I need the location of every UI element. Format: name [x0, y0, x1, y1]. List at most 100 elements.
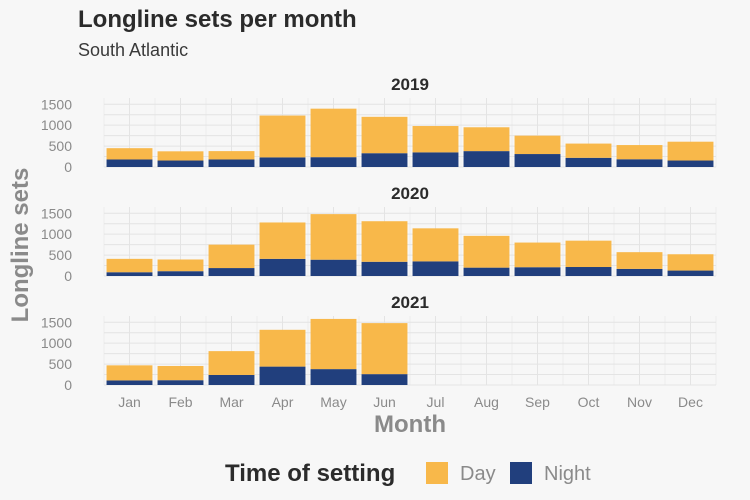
bar-day-mar-2020 — [208, 244, 255, 269]
bar-night-apr-2020 — [259, 258, 306, 276]
bar-day-jun-2020 — [361, 221, 408, 262]
bar-night-jul-2020 — [412, 261, 459, 276]
legend-label-night: Night — [544, 463, 591, 485]
bar-night-oct-2019 — [565, 157, 612, 167]
bar-day-aug-2020 — [463, 235, 510, 268]
legend-swatch-day — [426, 462, 448, 484]
legend-title: Time of setting — [225, 460, 395, 487]
x-tick-label-may: May — [320, 394, 346, 410]
x-tick-label-feb: Feb — [168, 394, 192, 410]
y-tick-label: 500 — [49, 356, 73, 372]
bar-night-jun-2021 — [361, 374, 408, 385]
y-tick-label: 0 — [64, 377, 72, 393]
bar-night-may-2021 — [310, 369, 357, 385]
bar-day-oct-2019 — [565, 143, 612, 158]
y-tick-label: 0 — [64, 268, 72, 284]
bar-day-nov-2020 — [616, 252, 663, 269]
bar-night-jan-2020 — [106, 272, 153, 276]
bar-night-jun-2019 — [361, 153, 408, 167]
bar-night-mar-2019 — [208, 159, 255, 167]
facet-title-2020: 2020 — [391, 184, 429, 203]
bar-night-sep-2020 — [514, 267, 561, 276]
y-tick-label: 1500 — [41, 205, 72, 221]
y-tick-label: 500 — [49, 247, 73, 263]
bar-day-feb-2020 — [157, 259, 204, 272]
bar-day-apr-2021 — [259, 329, 306, 367]
facet-2021: 2021 0 500 1000 1500 — [41, 293, 717, 393]
x-tick-label-jan: Jan — [118, 394, 141, 410]
bar-night-feb-2021 — [157, 380, 204, 385]
bar-night-dec-2019 — [667, 160, 714, 167]
y-axis-title: Longline sets — [7, 168, 34, 323]
bar-day-oct-2020 — [565, 240, 612, 268]
y-tick-label: 1500 — [41, 314, 72, 330]
bar-day-jan-2021 — [106, 365, 153, 381]
y-tick-label: 0 — [64, 159, 72, 175]
bar-day-nov-2019 — [616, 145, 663, 160]
legend-label-day: Day — [460, 463, 496, 485]
x-tick-label-jul: Jul — [427, 394, 445, 410]
chart-subtitle: South Atlantic — [78, 40, 188, 60]
bar-day-feb-2021 — [157, 365, 204, 381]
y-tick-label: 1500 — [41, 96, 72, 112]
x-tick-label-aug: Aug — [474, 394, 499, 410]
bar-day-jun-2021 — [361, 323, 408, 375]
y-tick-label: 1000 — [41, 335, 72, 351]
bar-day-dec-2020 — [667, 254, 714, 271]
bar-night-jul-2019 — [412, 152, 459, 167]
bar-night-sep-2019 — [514, 154, 561, 167]
bar-night-aug-2019 — [463, 151, 510, 167]
bar-day-may-2020 — [310, 214, 357, 260]
bar-day-apr-2019 — [259, 115, 306, 158]
bar-night-nov-2020 — [616, 268, 663, 276]
facet-title-2021: 2021 — [391, 293, 429, 312]
facet-2020: 2020 0 500 1000 1500 — [41, 184, 717, 284]
bar-day-jan-2019 — [106, 148, 153, 160]
bar-night-jan-2019 — [106, 159, 153, 167]
facet-title-2019: 2019 — [391, 75, 429, 94]
bar-day-jun-2019 — [361, 116, 408, 154]
bar-day-mar-2019 — [208, 151, 255, 160]
y-tick-label: 500 — [49, 138, 73, 154]
facet-panels: 2019 0 500 1000 1500 2020 0 500 1000 1500 2021 0 500… — [41, 75, 717, 393]
bar-night-may-2020 — [310, 259, 357, 276]
bar-day-may-2021 — [310, 318, 357, 370]
bar-day-dec-2019 — [667, 141, 714, 161]
x-tick-label-sep: Sep — [525, 394, 550, 410]
bar-day-apr-2020 — [259, 222, 306, 259]
bar-night-mar-2020 — [208, 268, 255, 276]
bar-day-sep-2020 — [514, 242, 561, 268]
bar-night-apr-2021 — [259, 366, 306, 385]
x-axis-title: Month — [374, 411, 446, 438]
bar-day-jul-2020 — [412, 228, 459, 262]
bar-day-may-2019 — [310, 108, 357, 158]
facet-2019: 2019 0 500 1000 1500 — [41, 75, 717, 175]
legend: Time of setting Day Night — [225, 460, 591, 487]
y-tick-label: 1000 — [41, 117, 72, 133]
bar-night-apr-2019 — [259, 157, 306, 167]
bar-day-mar-2021 — [208, 351, 255, 375]
x-tick-label-mar: Mar — [219, 394, 243, 410]
bar-night-jan-2021 — [106, 380, 153, 385]
x-tick-label-jun: Jun — [373, 394, 396, 410]
x-tick-label-dec: Dec — [678, 394, 703, 410]
x-tick-label-oct: Oct — [578, 394, 600, 410]
chart-title: Longline sets per month — [78, 6, 357, 33]
x-tick-label-nov: Nov — [627, 394, 652, 410]
bar-night-jun-2020 — [361, 261, 408, 276]
x-tick-label-apr: Apr — [272, 394, 294, 410]
legend-swatch-night — [510, 462, 532, 484]
bar-night-feb-2019 — [157, 160, 204, 167]
bar-day-jul-2019 — [412, 126, 459, 153]
bar-night-nov-2019 — [616, 159, 663, 167]
bar-night-feb-2020 — [157, 271, 204, 276]
x-axis-ticks: Jan Feb Mar Apr May Jun Jul Aug Sep Oct Nov Dec — [118, 394, 703, 410]
bar-day-aug-2019 — [463, 127, 510, 152]
bar-day-feb-2019 — [157, 151, 204, 161]
bar-night-dec-2020 — [667, 270, 714, 276]
bar-night-mar-2021 — [208, 374, 255, 385]
bar-night-may-2019 — [310, 157, 357, 167]
bar-day-sep-2019 — [514, 135, 561, 155]
bar-day-jan-2020 — [106, 258, 153, 273]
